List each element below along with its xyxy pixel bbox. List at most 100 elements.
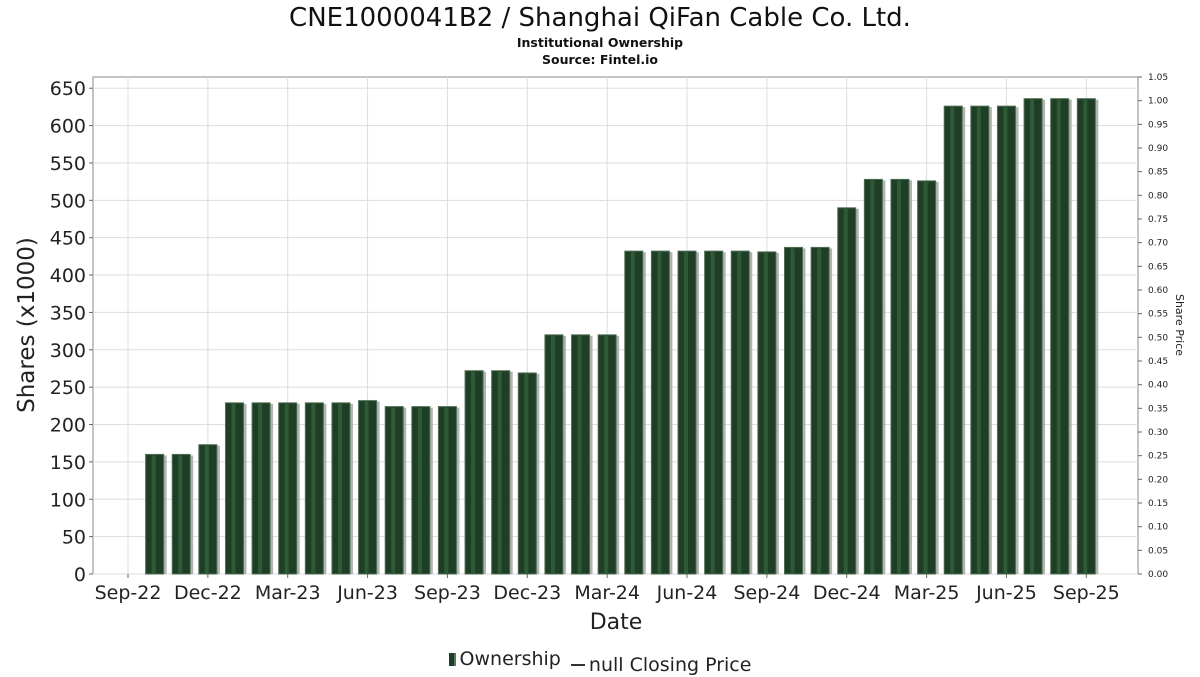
x-tick-label: Sep-22 [95, 582, 162, 604]
x-tick-label: Sep-23 [414, 582, 481, 604]
y-tick-label: 200 [50, 415, 86, 437]
y-axis-ticks: 0 50 100 150 200 250 300 350 400 450 500 550 600 650 [50, 78, 93, 586]
y-tick-label: 150 [50, 452, 86, 474]
x-tick-label: Dec-22 [174, 582, 242, 604]
bar-highlight [204, 445, 209, 574]
y-tick-label: 250 [50, 377, 86, 399]
y-tick-label: 550 [50, 153, 86, 175]
y2-tick-label: 0.00 [1148, 570, 1168, 580]
bar-highlight [604, 335, 609, 574]
y2-tick-label: 0.10 [1148, 523, 1168, 533]
x-tick-label: Jun-23 [336, 582, 398, 604]
y2-tick-label: 0.45 [1148, 357, 1168, 367]
bar-swatch-icon [448, 652, 456, 666]
y-tick-label: 500 [50, 190, 86, 212]
y-tick-label: 600 [50, 116, 86, 138]
y2-tick-label: 0.80 [1148, 191, 1168, 201]
legend-item-ownership: Ownership [448, 647, 561, 671]
bar-highlight [870, 180, 875, 575]
x-tick-label: Sep-25 [1053, 582, 1120, 604]
line-swatch-icon [570, 663, 585, 666]
bar-highlight [550, 335, 555, 574]
legend-item-closing-price: null Closing Price [570, 653, 752, 677]
y2-tick-label: 1.00 [1148, 97, 1168, 107]
bar-highlight [178, 455, 183, 574]
y2-axis-ticks: 0.00 0.05 0.10 0.15 0.20 0.25 0.30 0.35 0.40 0.45… [1138, 73, 1168, 580]
bar-highlight [524, 373, 529, 574]
y-tick-label: 350 [50, 302, 86, 324]
y-tick-label: 650 [50, 78, 86, 100]
x-tick-label: Mar-24 [574, 582, 640, 604]
legend-label-ownership: Ownership [459, 648, 561, 670]
y2-tick-label: 0.50 [1148, 333, 1168, 343]
x-axis-label: Date [590, 610, 643, 635]
y-tick-label: 50 [62, 527, 86, 549]
bar-highlight [896, 180, 901, 575]
y2-tick-label: 0.95 [1148, 120, 1168, 130]
y2-tick-label: 0.40 [1148, 381, 1168, 391]
y2-tick-label: 0.25 [1148, 452, 1168, 462]
bar-highlight [843, 208, 848, 574]
bar-highlight [737, 252, 742, 574]
bar-highlight [417, 407, 422, 574]
bar-highlight [497, 371, 502, 574]
bar-highlight [337, 403, 342, 574]
bar-highlight [258, 403, 263, 574]
y2-tick-label: 0.05 [1148, 546, 1168, 556]
bar-highlight [1083, 99, 1088, 575]
y2-tick-label: 0.60 [1148, 286, 1168, 296]
y-tick-label: 300 [50, 340, 86, 362]
bar-highlight [391, 407, 396, 574]
bar-highlight [284, 403, 289, 574]
chart-source: Source: Fintel.io [542, 52, 658, 67]
bar-highlight [923, 181, 928, 574]
bar-highlight [364, 401, 369, 574]
bar-highlight [1030, 99, 1035, 575]
y-tick-label: 400 [50, 265, 86, 287]
bar-highlight [444, 407, 449, 574]
chart-title: CNE1000041B2 / Shanghai QiFan Cable Co. … [289, 3, 911, 33]
y2-tick-label: 0.90 [1148, 144, 1168, 154]
y-tick-label: 100 [50, 489, 86, 511]
y2-tick-label: 0.75 [1148, 215, 1168, 225]
bars [145, 98, 1099, 575]
bar-highlight [630, 252, 635, 574]
bar-highlight [231, 403, 236, 574]
bar-highlight [1056, 99, 1061, 575]
y2-axis-label: Share Price [1173, 294, 1186, 356]
y2-tick-label: 0.65 [1148, 262, 1168, 272]
x-axis-ticks: Sep-22 Dec-22 Mar-23 Jun-23 Sep-23 Dec-23 Mar-… [95, 574, 1120, 604]
x-tick-label: Sep-24 [733, 582, 800, 604]
bar-highlight [710, 252, 715, 574]
y-axis-label: Shares (x1000) [14, 237, 40, 413]
bar-highlight [577, 335, 582, 574]
bar-highlight [471, 371, 476, 574]
x-tick-label: Dec-23 [493, 582, 561, 604]
y-tick-label: 0 [74, 564, 86, 586]
bar-highlight [817, 248, 822, 574]
x-tick-label: Jun-24 [656, 582, 718, 604]
bar-highlight [790, 248, 795, 574]
x-tick-label: Mar-25 [894, 582, 960, 604]
y2-tick-label: 0.55 [1148, 310, 1168, 320]
bar-highlight [311, 403, 316, 574]
x-tick-label: Mar-23 [255, 582, 321, 604]
legend-label-closing-price: null Closing Price [588, 653, 752, 676]
y-tick-label: 450 [50, 228, 86, 250]
legend: Ownership null Closing Price [0, 647, 1200, 677]
bar-highlight [763, 252, 768, 574]
x-tick-label: Dec-24 [813, 582, 881, 604]
bar-highlight [657, 252, 662, 574]
y2-tick-label: 0.35 [1148, 404, 1168, 414]
y2-tick-label: 0.30 [1148, 428, 1168, 438]
y2-tick-label: 0.20 [1148, 475, 1168, 485]
bar-highlight [950, 107, 955, 574]
bar-highlight [684, 252, 689, 574]
bar-highlight [976, 107, 981, 574]
y2-tick-label: 1.05 [1148, 73, 1168, 83]
bar-highlight [151, 455, 156, 574]
y2-tick-label: 0.85 [1148, 168, 1168, 178]
bar-highlight [1003, 107, 1008, 574]
chart-subtitle: Institutional Ownership [516, 35, 684, 50]
